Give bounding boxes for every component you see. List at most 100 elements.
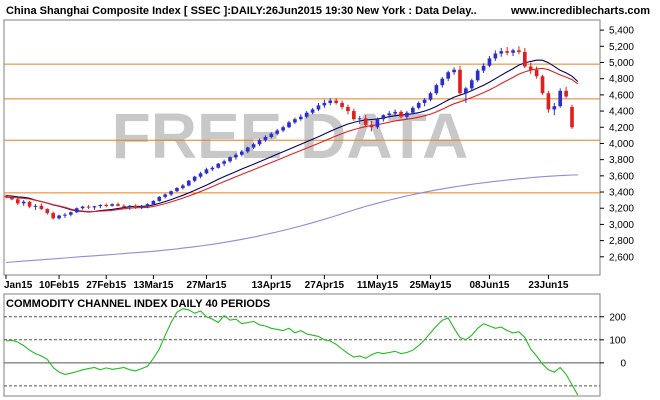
candle <box>528 62 533 74</box>
candle-body <box>122 205 126 207</box>
candle <box>499 47 504 57</box>
candle <box>546 90 551 113</box>
candle-body <box>381 115 386 120</box>
candle <box>216 162 221 169</box>
candle <box>15 198 20 205</box>
candle <box>428 91 433 102</box>
candle <box>281 125 285 133</box>
candle-body <box>481 65 486 71</box>
cci-series <box>5 308 579 396</box>
candle-body <box>210 167 215 170</box>
candle-body <box>74 208 79 213</box>
candle <box>80 205 85 210</box>
candle <box>410 106 415 115</box>
candle-body <box>110 204 114 206</box>
candle <box>234 153 238 160</box>
candle-body <box>499 51 504 54</box>
candle-body <box>475 70 480 81</box>
candle-body <box>328 100 333 103</box>
candle <box>204 167 209 175</box>
candle <box>346 104 350 115</box>
candle <box>310 107 315 115</box>
candle <box>10 196 14 201</box>
candle <box>45 208 50 215</box>
candle-body <box>80 206 85 209</box>
candle <box>192 175 197 183</box>
candle <box>139 204 144 210</box>
candle-body <box>363 118 368 125</box>
candle <box>558 88 563 108</box>
candle <box>98 204 103 209</box>
moving-average-line <box>5 174 578 264</box>
cci-y-tick-label: 200 <box>609 312 626 323</box>
candle-body <box>334 100 338 103</box>
cci-y-tick-label: 0 <box>620 358 626 369</box>
price-y-tick-label: 4,200 <box>609 123 634 134</box>
candle <box>33 204 38 210</box>
candle <box>57 214 61 220</box>
candle-body <box>57 215 61 219</box>
candle <box>74 207 79 214</box>
candle <box>27 200 32 209</box>
candle <box>328 98 333 106</box>
candle-body <box>21 201 26 204</box>
candle-body <box>540 76 545 94</box>
candle-body <box>181 185 185 188</box>
price-y-tick-label: 5,200 <box>609 42 634 53</box>
candle-body <box>98 204 103 207</box>
candle <box>316 102 321 112</box>
candle-body <box>39 205 44 210</box>
candle-body <box>257 140 262 145</box>
price-y-tick-label: 3,600 <box>609 171 634 182</box>
candle-body <box>275 130 280 134</box>
candle-body <box>369 124 374 128</box>
candle <box>393 109 397 117</box>
candle <box>287 120 291 129</box>
candle <box>293 117 297 125</box>
price-y-tick-label: 4,800 <box>609 74 634 85</box>
candle <box>240 149 244 157</box>
candle <box>63 213 67 218</box>
candle <box>127 204 132 210</box>
candle <box>104 203 109 208</box>
price-x-tick-label: Jan15 <box>4 280 33 291</box>
candle-body <box>234 154 238 158</box>
price-y-tick-label: 5,000 <box>609 58 634 69</box>
candle <box>157 196 162 202</box>
candle-body <box>251 144 256 148</box>
price-x-tick-label: 27Mar15 <box>186 280 226 291</box>
candle <box>570 104 574 129</box>
candle-body <box>564 90 568 97</box>
candle-body <box>493 53 498 59</box>
candle-body <box>528 66 533 70</box>
candle-body <box>440 78 445 86</box>
candle-body <box>570 107 574 128</box>
candle-body <box>86 206 91 208</box>
candle-body <box>399 111 403 117</box>
candle <box>399 110 403 119</box>
candle <box>552 102 557 116</box>
candle <box>434 83 439 95</box>
candle-body <box>216 163 221 168</box>
candle-body <box>405 112 409 117</box>
candle-body <box>469 80 474 89</box>
candle <box>381 114 386 122</box>
candle-body <box>151 200 156 205</box>
candle <box>511 48 515 57</box>
price-x-tick-label: 13Mar15 <box>133 280 173 291</box>
candle <box>186 179 191 187</box>
cci-y-axis: 200 100 0 <box>600 312 626 369</box>
candle <box>269 132 274 139</box>
candle-body <box>517 50 521 52</box>
price-hlines <box>4 63 600 194</box>
candle-body <box>558 90 563 107</box>
candle <box>340 100 344 110</box>
price-x-tick-label: 11May15 <box>357 280 399 291</box>
candle-body <box>416 102 421 108</box>
watermark: FREE DATA <box>112 100 469 172</box>
price-y-tick-label: 4,400 <box>609 107 634 118</box>
candle-body <box>92 206 97 208</box>
cci-title: COMMODITY CHANNEL INDEX DAILY 40 PERIODS <box>6 298 270 310</box>
